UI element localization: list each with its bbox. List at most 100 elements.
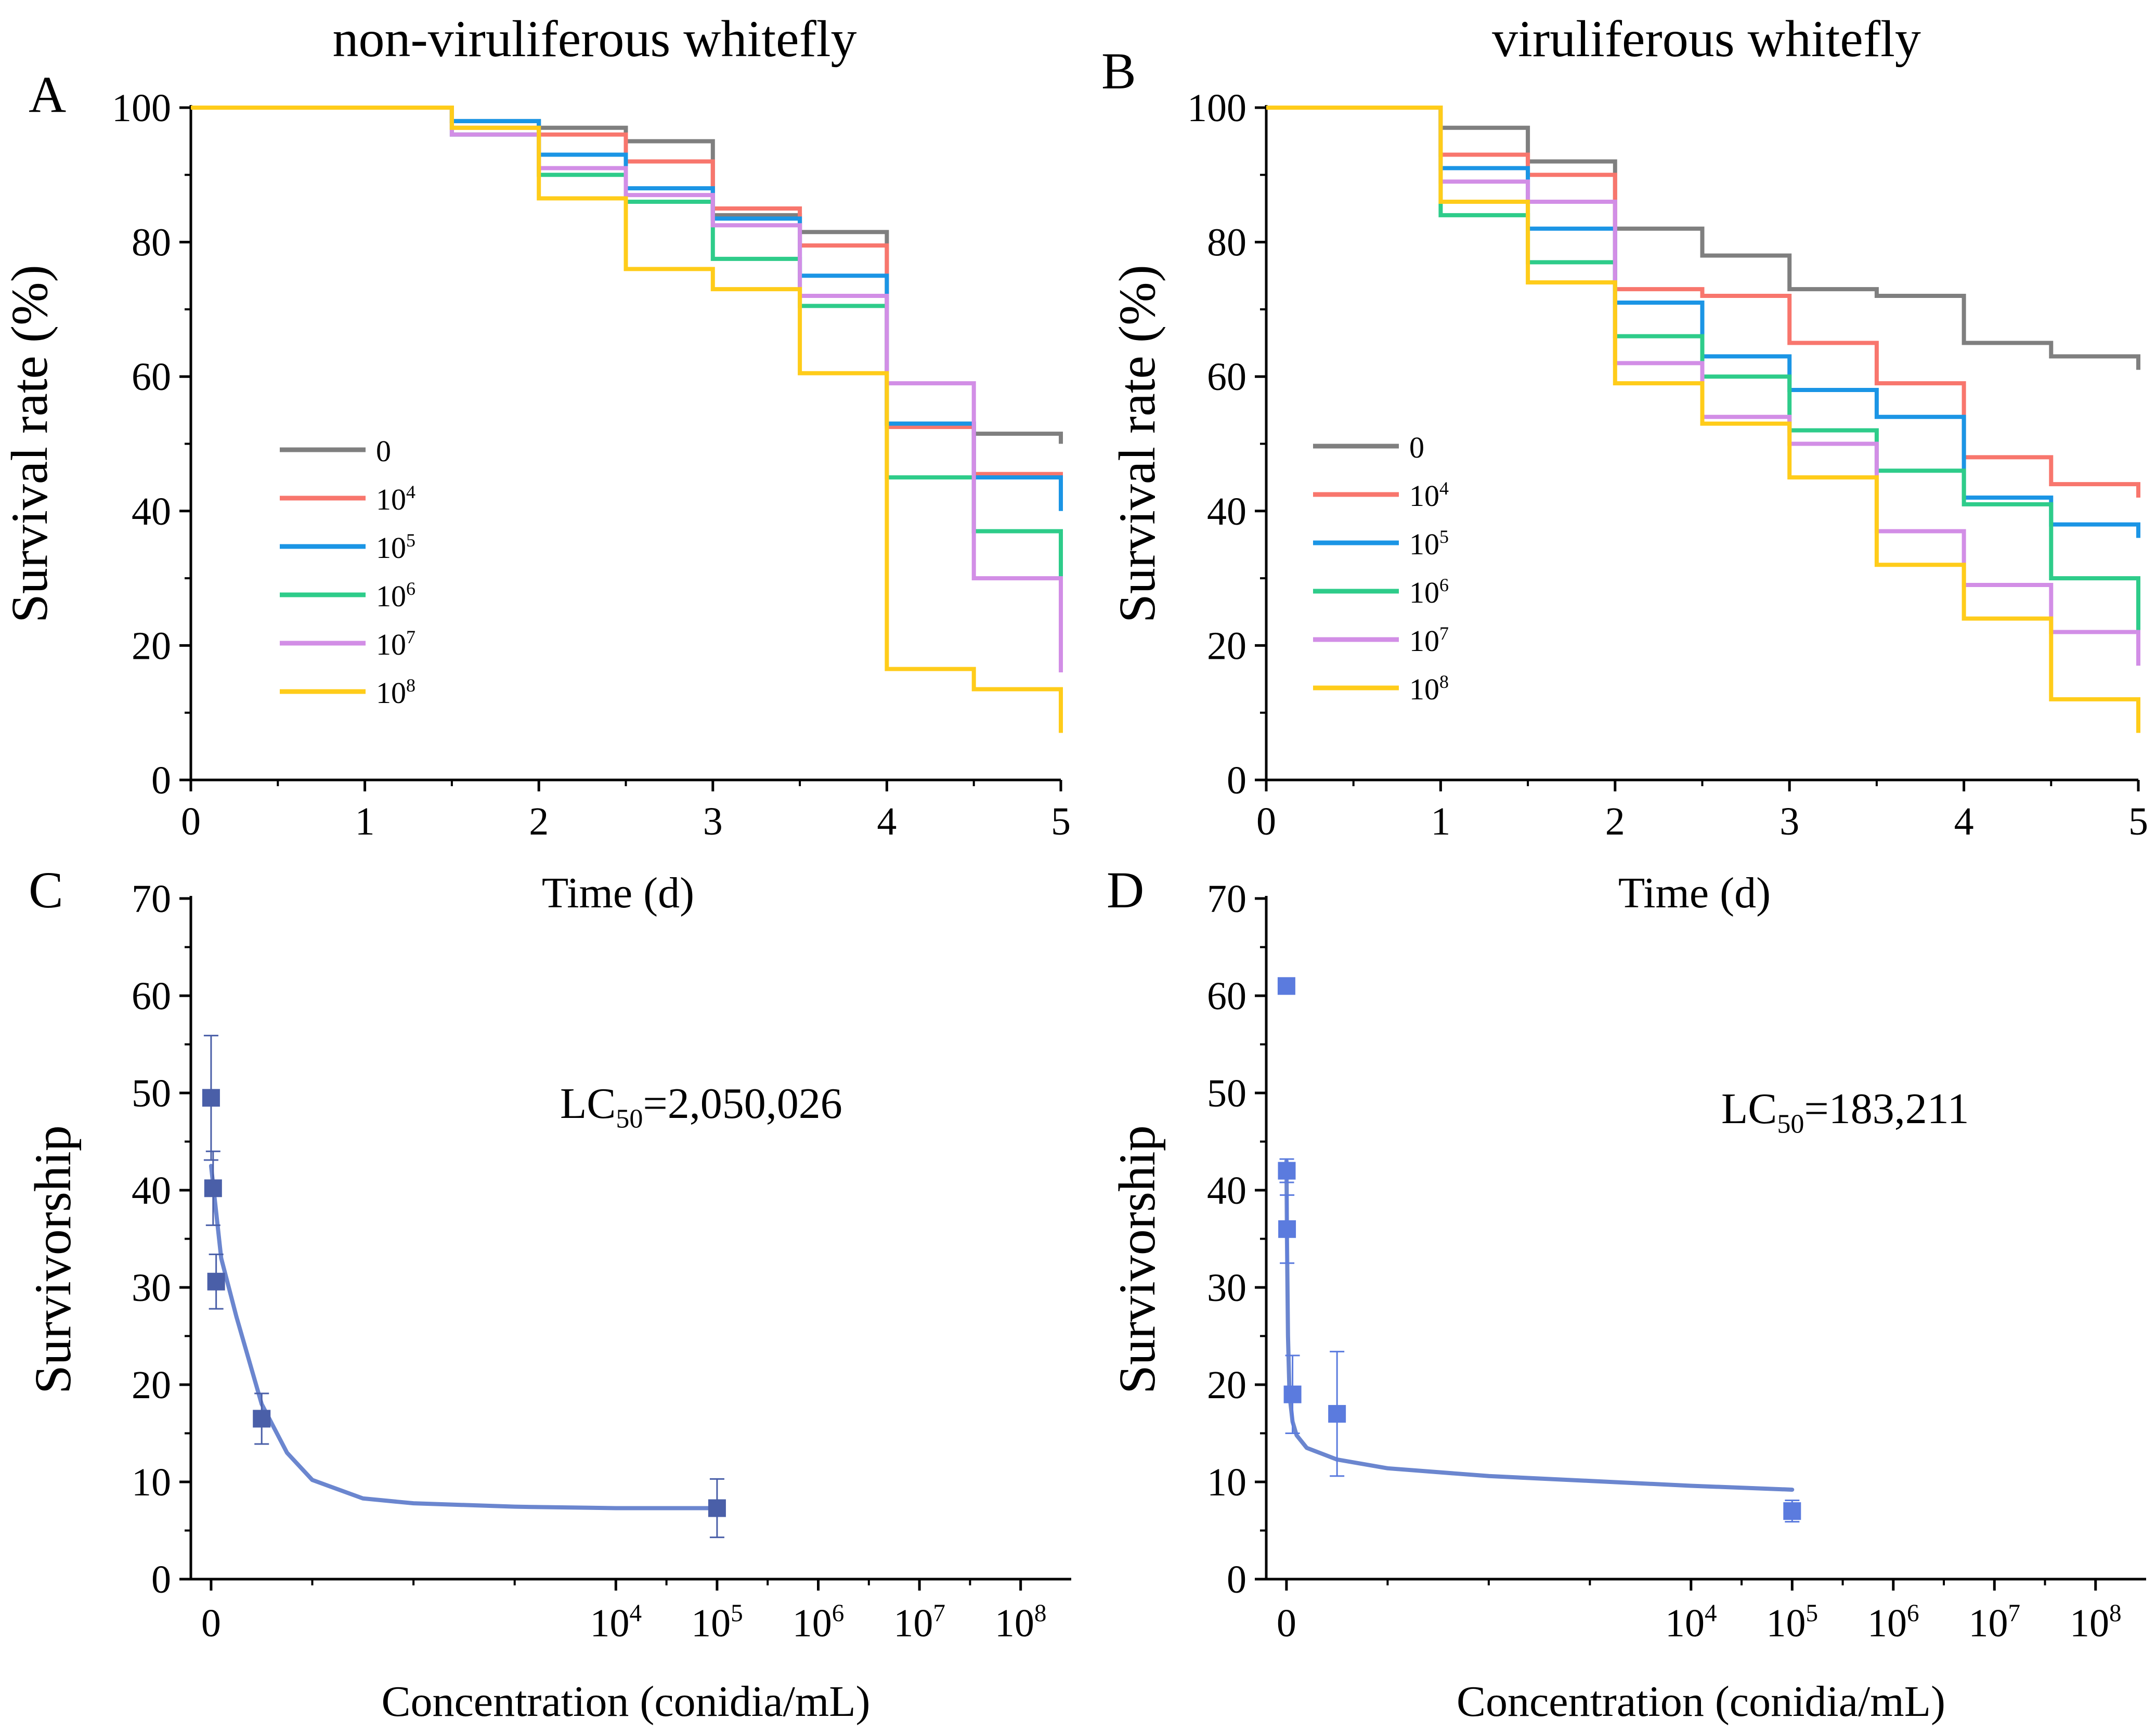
A-legend-label-1-sup: 4 (406, 481, 415, 502)
C-xtick-label-4-base: 10 (893, 1601, 933, 1645)
D-lc50-annotation-rest: =183,211 (1804, 1085, 1969, 1133)
C-xtick-label-4-sup: 7 (933, 1600, 945, 1627)
B-legend-label-2: 105 (1409, 526, 1449, 561)
C-data-point-2 (207, 1272, 225, 1291)
C-xtick-label-5-sup: 8 (1034, 1600, 1047, 1627)
B-legend-label-4-base: 10 (1409, 624, 1439, 658)
panel-letter-d: D (1107, 861, 1144, 919)
C-ylabel: Survivorship (24, 1125, 82, 1394)
B-series-line-5 (1266, 106, 2140, 733)
B-legend-label-4-sup: 7 (1439, 623, 1449, 644)
A-legend-label-4: 107 (376, 627, 415, 661)
A-series-line-5 (191, 106, 1063, 733)
C-xtick-label-2-sup: 5 (731, 1600, 743, 1627)
A-ylabel: Survival rate (%) (1, 265, 58, 623)
D-ytick-label: 20 (1207, 1363, 1246, 1407)
B-series-line-4 (1266, 106, 2140, 666)
B-ytick-label: 100 (1187, 86, 1246, 130)
B-legend-label-2-base: 10 (1409, 527, 1439, 561)
D-xtick-label-5-base: 10 (2070, 1601, 2109, 1645)
B-legend-label-5-sup: 8 (1439, 671, 1449, 692)
B-series-line-0 (1266, 106, 2140, 370)
C-xtick-label-2: 105 (691, 1600, 743, 1645)
D-lc50-annotation: LC50=183,211 (1721, 1085, 1969, 1139)
D-xtick-label-2: 105 (1767, 1600, 1819, 1645)
B-xtick-label: 2 (1605, 800, 1625, 843)
B-xtick-label: 1 (1431, 800, 1450, 843)
D-xtick-label-1-sup: 4 (1705, 1600, 1717, 1627)
A-legend-label-1-base: 10 (376, 483, 406, 516)
B-legend-label-5: 108 (1409, 671, 1449, 706)
A-legend-label-2-base: 10 (376, 531, 406, 565)
A-ytick-label: 20 (132, 624, 171, 668)
D-ytick-label: 10 (1207, 1461, 1246, 1504)
A-xlabel: Time (d) (542, 869, 694, 917)
C-ytick-label: 50 (132, 1072, 171, 1115)
C-xtick-label-3-sup: 6 (832, 1600, 845, 1627)
D-ytick-label: 0 (1227, 1558, 1246, 1601)
A-ytick-label: 100 (112, 86, 171, 130)
A-legend-label-0-base: 0 (376, 434, 391, 468)
C-xtick-label-5-base: 10 (995, 1601, 1034, 1645)
A-legend-label-2-sup: 5 (406, 530, 415, 551)
C-ytick-label: 0 (151, 1558, 171, 1601)
D-data-point-0 (1277, 977, 1295, 995)
B-legend-label-0: 0 (1409, 431, 1424, 464)
A-legend-label-0: 0 (376, 434, 391, 468)
C-ytick-label: 20 (132, 1363, 171, 1407)
A-ytick-label: 0 (151, 759, 171, 802)
B-legend-label-1-base: 10 (1409, 479, 1439, 513)
D-data-point-4 (1328, 1405, 1346, 1423)
D-xtick-label-5: 108 (2070, 1600, 2122, 1645)
C-lc50-annotation-sub: 50 (616, 1104, 643, 1134)
A-xtick-label: 4 (877, 800, 897, 843)
D-xtick-label-4-sup: 7 (2008, 1600, 2020, 1627)
B-legend-label-3-base: 10 (1409, 576, 1439, 609)
B-ytick-label: 40 (1207, 490, 1246, 533)
C-xtick-label-1-base: 10 (590, 1601, 630, 1645)
panel-letter-c: C (29, 861, 63, 919)
A-legend-label-3-base: 10 (376, 579, 406, 613)
A-xtick-label: 1 (355, 800, 375, 843)
C-xtick-label-2-base: 10 (691, 1601, 731, 1645)
D-xlabel: Concentration (conidia/mL) (1457, 1677, 1945, 1726)
D-xtick-label-2-base: 10 (1767, 1601, 1806, 1645)
panel-letter-b: B (1101, 42, 1136, 100)
C-xtick-label-1: 104 (590, 1600, 642, 1645)
B-legend-label-2-sup: 5 (1439, 526, 1449, 547)
C-xtick-label-0-base: 0 (201, 1601, 221, 1645)
D-xtick-label-1: 104 (1665, 1600, 1717, 1645)
D-ytick-label: 60 (1207, 974, 1246, 1018)
D-xtick-label-5-sup: 8 (2109, 1600, 2122, 1627)
D-xtick-label-3-base: 10 (1867, 1601, 1907, 1645)
A-ytick-label: 80 (132, 221, 171, 265)
C-xtick-label-3-base: 10 (793, 1601, 832, 1645)
B-title: viruliferous whitefly (1492, 10, 1921, 68)
D-ytick-label: 50 (1207, 1072, 1246, 1115)
C-xlabel: Concentration (conidia/mL) (381, 1677, 870, 1726)
C-ytick-label: 40 (132, 1169, 171, 1213)
B-series-line-2 (1266, 106, 2140, 538)
A-legend-label-4-sup: 7 (406, 627, 415, 647)
C-xtick-label-3: 106 (793, 1600, 845, 1645)
D-ytick-label: 40 (1207, 1169, 1246, 1213)
D-xtick-label-0: 0 (1277, 1601, 1296, 1645)
C-ytick-label: 30 (132, 1266, 171, 1310)
D-ytick-label: 70 (1207, 877, 1246, 921)
B-ytick-label: 20 (1207, 624, 1246, 668)
C-xtick-label-5: 108 (995, 1600, 1047, 1645)
A-ytick-label: 60 (132, 355, 171, 399)
B-ytick-label: 80 (1207, 221, 1246, 265)
B-legend-label-0-base: 0 (1409, 431, 1424, 464)
C-data-point-4 (708, 1499, 726, 1517)
A-legend-label-5-sup: 8 (406, 675, 415, 696)
D-ytick-label: 30 (1207, 1266, 1246, 1310)
D-xtick-label-3: 106 (1867, 1600, 1919, 1645)
A-xtick-label: 5 (1051, 800, 1071, 843)
B-legend-label-4: 107 (1409, 623, 1449, 658)
